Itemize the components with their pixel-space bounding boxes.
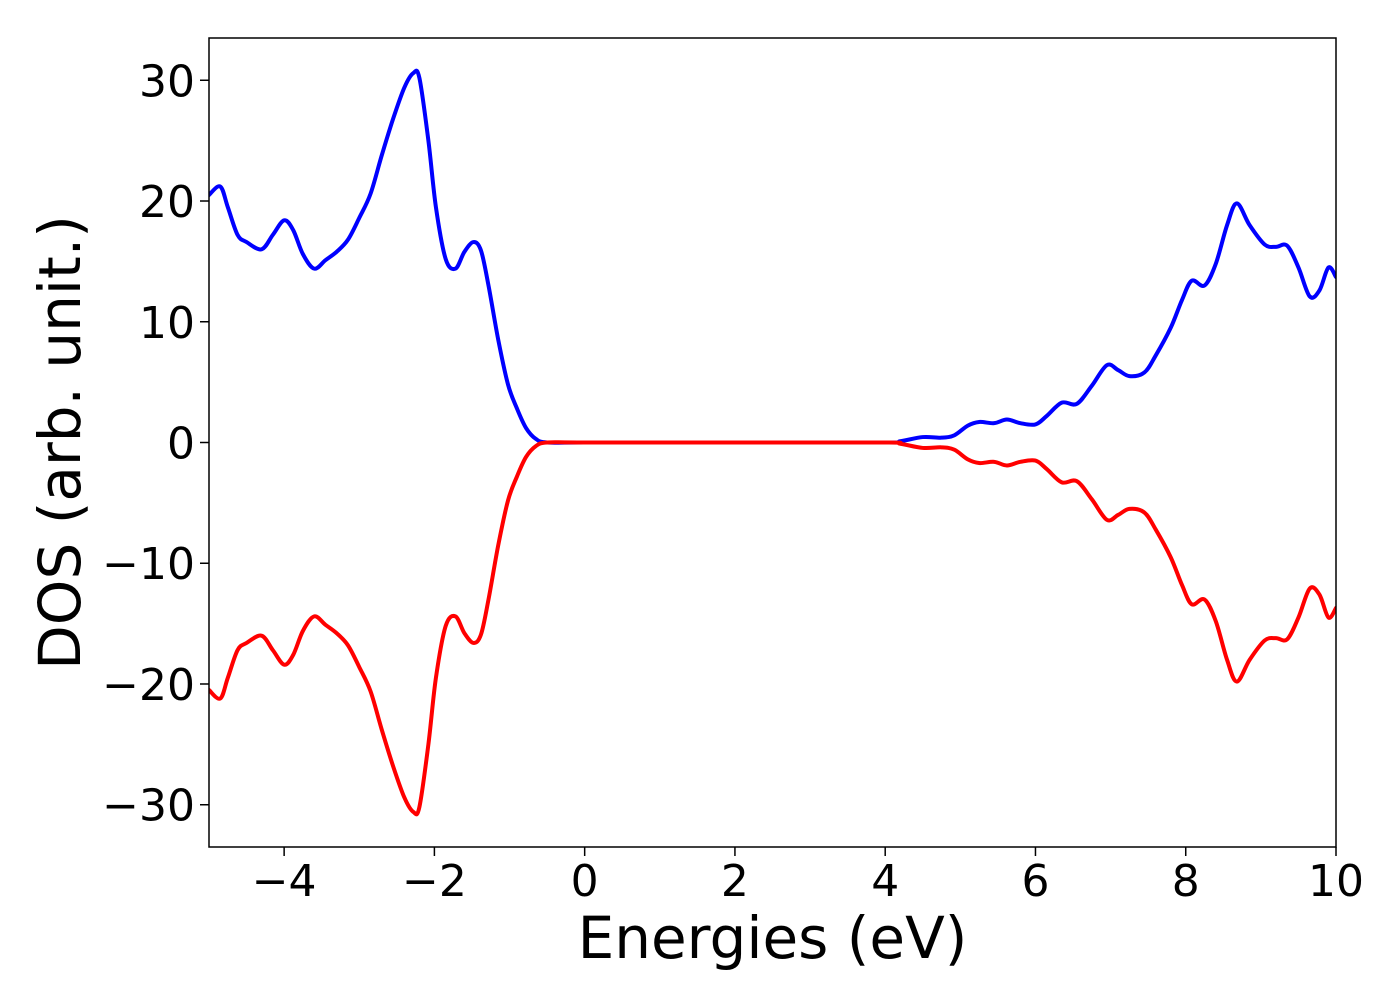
y-axis-ticks: −30 −20 −10 0 10 20 30: [102, 56, 209, 832]
y-tick-label: 10: [139, 298, 195, 349]
x-tick-label: 2: [721, 856, 749, 907]
x-axis-ticks: −4 −2 0 2 4 6 8 10: [252, 847, 1364, 907]
series-line-1: [209, 68, 1336, 445]
y-axis-label: DOS (arb. unit.): [26, 215, 94, 670]
y-tick-label: 30: [139, 56, 195, 107]
series-line-2: [209, 440, 1336, 817]
y-tick-label: −10: [102, 539, 195, 590]
x-tick-label: 4: [871, 856, 899, 907]
x-tick-label: 8: [1172, 856, 1200, 907]
x-tick-label: 10: [1308, 856, 1364, 907]
series-layer: [209, 68, 1336, 817]
x-tick-label: 6: [1021, 856, 1049, 907]
x-tick-label: 0: [571, 856, 599, 907]
x-tick-label: −4: [252, 856, 317, 907]
y-tick-label: 20: [139, 177, 195, 228]
x-tick-label: −2: [402, 856, 467, 907]
y-tick-label: −30: [102, 781, 195, 832]
y-tick-label: −20: [102, 660, 195, 711]
y-tick-label: 0: [167, 419, 195, 470]
x-axis-label: Energies (eV): [578, 904, 968, 972]
